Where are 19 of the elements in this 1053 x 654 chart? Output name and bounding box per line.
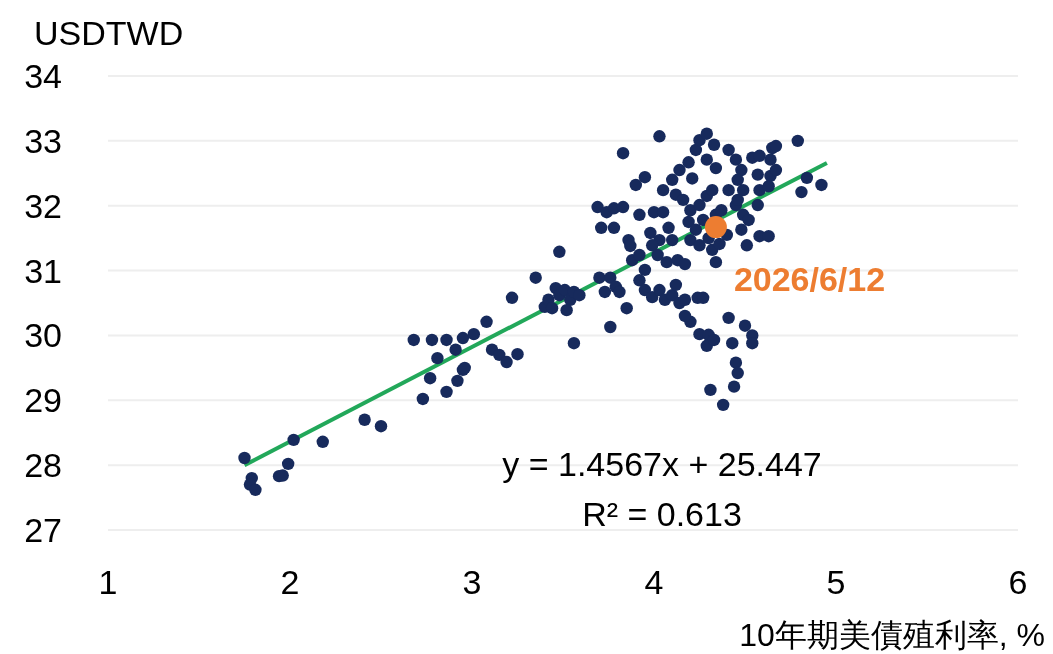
x-tick-label: 2 <box>280 563 300 601</box>
x-tick-label: 4 <box>644 563 664 601</box>
y-tick-label: 33 <box>24 121 62 160</box>
x-tick-label: 3 <box>462 563 482 601</box>
y-axis-title: USDTWD <box>34 14 184 52</box>
annotation: 2026/6/12 <box>733 260 886 299</box>
y-tick-label: 34 <box>24 57 62 95</box>
y-tick-label: 31 <box>24 251 62 290</box>
x-tick-label: 1 <box>98 563 118 601</box>
y-tick-label: 29 <box>24 381 62 420</box>
x-tick-label: 5 <box>826 563 846 601</box>
y-tick-label: 28 <box>24 446 62 485</box>
y-tick-label: 32 <box>24 186 62 225</box>
annotation: y = 1.4567x + 25.447 <box>502 445 822 483</box>
y-tick-label: 27 <box>24 511 62 549</box>
x-axis-title: 10年期美債殖利率, % <box>739 617 1045 653</box>
y-tick-label: 30 <box>24 316 62 355</box>
x-tick-label: 6 <box>1008 563 1028 601</box>
annotation: R² = 0.613 <box>582 495 742 533</box>
